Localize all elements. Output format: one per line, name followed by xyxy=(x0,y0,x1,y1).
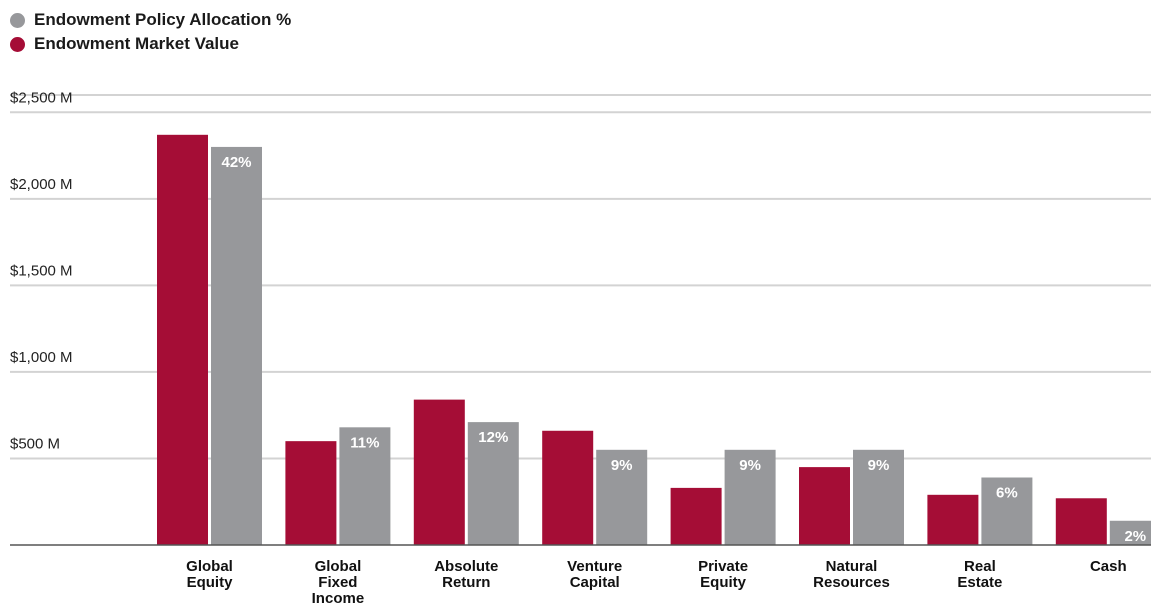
bar-policy-allocation xyxy=(724,449,776,545)
data-label: 9% xyxy=(611,457,633,474)
x-tick-label: Natural Resources xyxy=(813,558,890,591)
legend-label-market-value: Endowment Market Value xyxy=(34,34,239,53)
x-tick-label: Private Equity xyxy=(698,558,748,591)
bar-market-value xyxy=(799,467,850,545)
chart-legend: Endowment Policy Allocation % Endowment … xyxy=(10,8,291,56)
legend-swatch-policy-allocation xyxy=(10,12,25,28)
y-tick-label: $2,000 M xyxy=(10,176,73,193)
data-label: 6% xyxy=(996,485,1018,502)
bar-policy-allocation xyxy=(981,477,1033,545)
y-tick-label: $1,000 M xyxy=(10,349,73,366)
bar-policy-allocation xyxy=(596,449,648,545)
data-label: 12% xyxy=(478,429,508,446)
legend-item-market-value: Endowment Market Value xyxy=(10,32,291,56)
bar-market-value xyxy=(413,399,465,545)
bar-policy-allocation xyxy=(339,427,391,545)
x-tick-label: Global Fixed Income xyxy=(312,558,365,607)
bar-policy-allocation xyxy=(467,422,519,545)
bar-policy-allocation xyxy=(211,146,262,545)
bar-market-value xyxy=(542,430,594,545)
y-tick-label: $500 M xyxy=(10,435,60,452)
y-tick-label: $2,500 M xyxy=(10,89,73,106)
x-tick-label: Real Estate xyxy=(957,558,1002,591)
bar-policy-allocation xyxy=(853,449,904,545)
bar-market-value xyxy=(670,487,722,545)
legend-label-policy-allocation: Endowment Policy Allocation % xyxy=(34,10,292,29)
data-label: 9% xyxy=(739,457,761,474)
bar-market-value xyxy=(157,134,208,546)
data-label: 2% xyxy=(1124,528,1146,545)
bar-policy-allocation xyxy=(1109,520,1151,545)
x-tick-label: Absolute Return xyxy=(434,558,498,591)
data-label: 9% xyxy=(868,457,890,474)
x-tick-label: Global Equity xyxy=(186,558,233,591)
y-tick-label: $1,500 M xyxy=(10,262,73,279)
x-tick-label: Cash xyxy=(1090,558,1127,575)
x-tick-label: Venture Capital xyxy=(567,558,622,591)
bar-market-value xyxy=(1055,498,1107,545)
legend-item-policy-allocation: Endowment Policy Allocation % xyxy=(10,8,291,32)
bar-market-value xyxy=(927,494,979,545)
legend-swatch-market-value xyxy=(10,36,25,52)
bar-market-value xyxy=(285,441,337,545)
data-label: 42% xyxy=(221,154,251,171)
data-label: 11% xyxy=(350,434,379,451)
